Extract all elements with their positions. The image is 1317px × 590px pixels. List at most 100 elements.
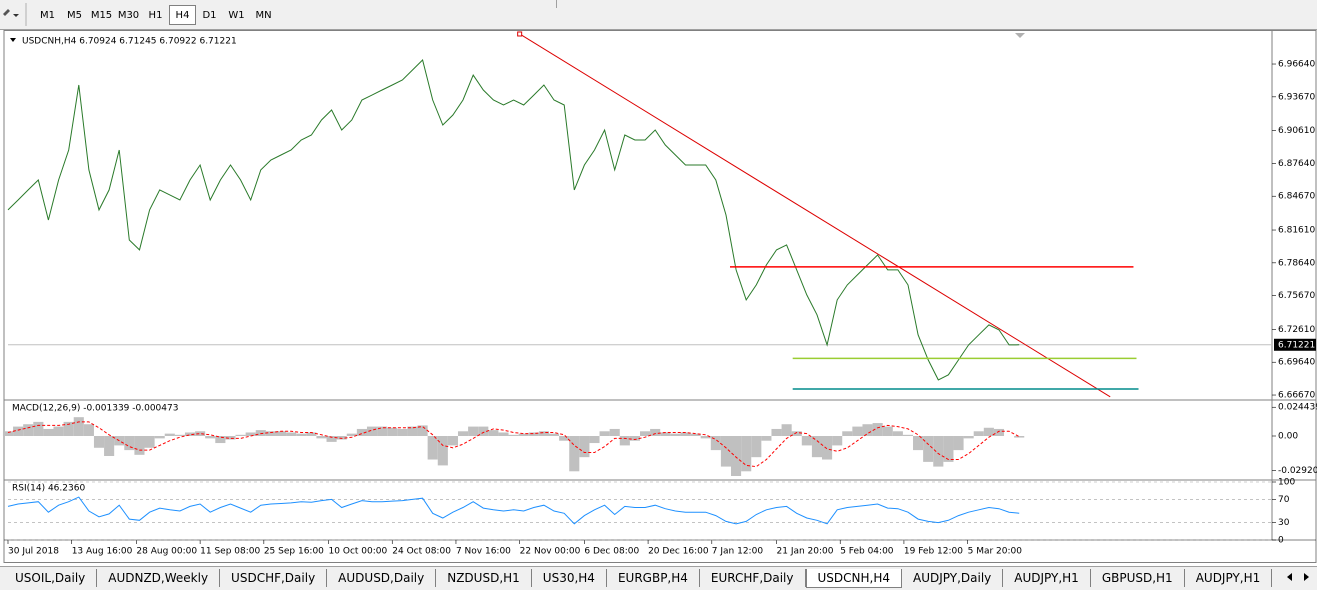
- histogram-bar: [478, 426, 489, 436]
- histogram-bar: [144, 436, 155, 448]
- histogram-bar: [902, 434, 914, 436]
- histogram-bar: [225, 436, 236, 440]
- y-tick-label: 6.69640: [1278, 358, 1315, 368]
- chart-tab[interactable]: AUDJPY,Daily: [902, 569, 1004, 587]
- panel-title: MACD(12,26,9) -0.001339 -0.000473: [12, 404, 178, 414]
- x-tick-label: 5 Feb 04:00: [840, 547, 894, 557]
- histogram-bar: [336, 436, 347, 440]
- panel-title: RSI(14) 46.2360: [12, 484, 85, 494]
- y-tick-label: 100: [1278, 478, 1295, 488]
- histogram-bar: [296, 433, 307, 436]
- y-tick-label: 30: [1278, 518, 1290, 528]
- histogram-bar: [326, 436, 337, 442]
- y-tick-label: 6.96640: [1278, 60, 1315, 70]
- histogram-bar: [498, 432, 509, 436]
- x-tick-label: 6 Dec 08:00: [584, 547, 639, 557]
- histogram-bar: [43, 428, 54, 436]
- trendline: [519, 33, 1111, 398]
- chart-tab[interactable]: EURGBP,H4: [607, 569, 700, 587]
- x-tick-label: 30 Jul 2018: [8, 547, 59, 557]
- x-tick-label: 11 Sep 08:00: [200, 547, 260, 557]
- histogram-bar: [508, 434, 519, 436]
- chart-tab[interactable]: AUDJPY,H1: [1003, 569, 1091, 587]
- chart-tab[interactable]: NZDUSD,H1: [436, 569, 532, 587]
- timeframe-button[interactable]: W1: [228, 10, 245, 21]
- chart-tab[interactable]: USOIL,Daily: [4, 569, 98, 587]
- timeframe-button[interactable]: M5: [67, 10, 82, 21]
- y-tick-label: 6.72610: [1278, 325, 1315, 335]
- timeframe-button[interactable]: D1: [202, 10, 217, 21]
- histogram-bar: [13, 426, 24, 436]
- histogram-bar: [457, 431, 469, 436]
- chart-tab[interactable]: AUDNZD,Weekly: [97, 569, 221, 587]
- histogram-bar: [53, 426, 64, 436]
- x-tick-label: 19 Feb 12:00: [904, 547, 963, 557]
- panel-title: USDCNH,H4 6.70924 6.71245 6.70922 6.7122…: [22, 37, 237, 47]
- tab-scroll[interactable]: [1283, 569, 1313, 589]
- histogram-bar: [913, 436, 924, 451]
- histogram-bar: [427, 436, 438, 460]
- histogram-bar: [761, 436, 772, 441]
- y-tick-label: 6.81610: [1278, 226, 1315, 236]
- histogram-bar: [923, 436, 934, 462]
- histogram-bar: [275, 431, 287, 436]
- timeframe-button[interactable]: M15: [90, 10, 113, 21]
- histogram-bar: [407, 426, 418, 436]
- histogram-bar: [680, 432, 691, 436]
- chart-tab[interactable]: US30,H4: [532, 569, 607, 587]
- histogram-bar: [286, 432, 297, 436]
- x-tick-label: 21 Jan 20:00: [777, 547, 834, 557]
- timeframe-button[interactable]: M1: [40, 10, 55, 21]
- histogram-bar: [488, 430, 499, 436]
- histogram-bar: [1014, 436, 1025, 438]
- histogram-bar: [23, 424, 34, 436]
- histogram-bar: [963, 436, 974, 439]
- chart-tab[interactable]: AUDUSD,Daily: [327, 569, 437, 587]
- histogram-bar: [731, 436, 742, 476]
- timeframe-button[interactable]: MN: [255, 10, 272, 21]
- histogram-bar: [700, 436, 711, 439]
- timeframe-button[interactable]: H4: [169, 5, 196, 25]
- y-tick-label: 6.66670: [1278, 391, 1315, 401]
- histogram-bar: [447, 436, 458, 446]
- histogram-bar: [822, 436, 833, 460]
- histogram-bar: [589, 436, 600, 444]
- y-tick-label: 0.00: [1278, 432, 1298, 442]
- histogram-bar: [862, 424, 873, 436]
- x-tick-label: 28 Aug 00:00: [136, 547, 197, 557]
- histogram-bar: [811, 436, 823, 458]
- histogram-bar: [195, 431, 206, 436]
- histogram-bar: [417, 425, 428, 436]
- y-tick-label: 6.90610: [1278, 126, 1315, 136]
- current-price-box: [1274, 338, 1316, 351]
- trendline-handle: [517, 31, 523, 37]
- histogram-bar: [832, 436, 843, 446]
- histogram-bar: [265, 431, 276, 436]
- histogram-bar: [306, 432, 317, 436]
- histogram-bar: [215, 436, 226, 444]
- histogram-bar: [184, 432, 196, 436]
- chart-tab[interactable]: EURCHF,Daily: [700, 569, 806, 587]
- histogram-bar: [720, 436, 732, 467]
- histogram-bar: [205, 436, 216, 439]
- chart: USDCNH,H4 6.70924 6.71245 6.70922 6.7122…: [2, 30, 1317, 563]
- y-tick-label: -0.029207: [1278, 466, 1317, 476]
- histogram-bar: [83, 424, 94, 436]
- histogram-bar: [528, 432, 539, 436]
- histogram-bar: [134, 436, 145, 455]
- histogram-bar: [741, 436, 752, 472]
- histogram-bar: [943, 436, 954, 462]
- x-tick-label: 7 Jan 12:00: [712, 547, 764, 557]
- histogram-bar: [518, 433, 529, 436]
- timeframe-button[interactable]: H1: [148, 10, 163, 21]
- chart-tab[interactable]: GBPUSD,H1: [1091, 569, 1185, 587]
- histogram-bar: [387, 427, 398, 436]
- y-tick-label: 70: [1278, 495, 1290, 505]
- chart-tab[interactable]: USDCNH,H4: [805, 569, 902, 588]
- timeframe-button[interactable]: M30: [117, 10, 140, 21]
- chart-tab[interactable]: USDCHF,Daily: [220, 569, 328, 587]
- histogram-bar: [154, 436, 165, 439]
- histogram-bar: [356, 428, 367, 436]
- chart-tab[interactable]: AUDJPY,H1: [1185, 569, 1273, 587]
